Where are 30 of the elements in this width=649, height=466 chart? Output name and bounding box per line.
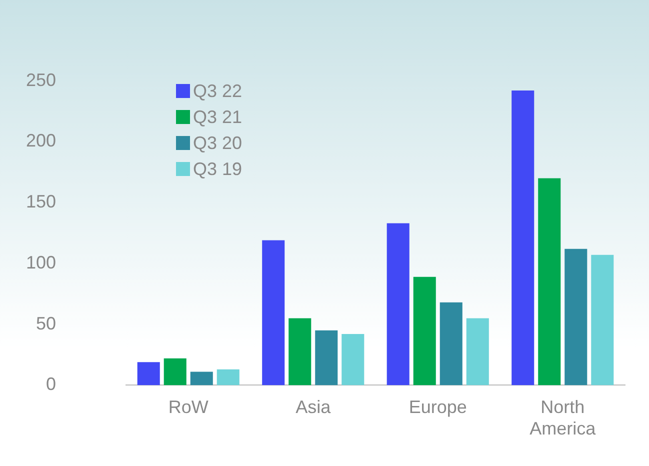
bar (262, 240, 285, 386)
bar (413, 276, 436, 386)
bar (466, 318, 489, 386)
x-tick-label: Europe (408, 396, 467, 417)
legend-label: Q3 21 (192, 106, 242, 129)
x-tick-label: Asia (296, 396, 332, 417)
legend-label: Q3 19 (192, 158, 242, 181)
bar (216, 369, 240, 386)
y-tick-label: 150 (26, 192, 56, 212)
bar (288, 318, 312, 386)
y-tick-label: 250 (26, 70, 56, 90)
x-tick-label: North America (530, 396, 597, 439)
y-tick-label: 100 (26, 252, 56, 272)
bar (591, 254, 614, 386)
x-tick-label: RoW (168, 396, 208, 417)
bar (440, 302, 462, 386)
legend-label: Q3 20 (192, 132, 242, 155)
bar (137, 362, 160, 386)
legend-label: Q3 22 (192, 80, 242, 103)
y-tick-label: 200 (26, 130, 56, 151)
bar (164, 358, 186, 386)
bar (564, 248, 588, 386)
bar (512, 90, 534, 386)
y-tick-label: 0 (46, 374, 56, 394)
y-tick-label: 50 (36, 313, 56, 334)
bar (386, 223, 410, 386)
bar (342, 334, 364, 386)
bar (315, 330, 338, 386)
bar (190, 372, 213, 386)
bar (538, 178, 561, 386)
